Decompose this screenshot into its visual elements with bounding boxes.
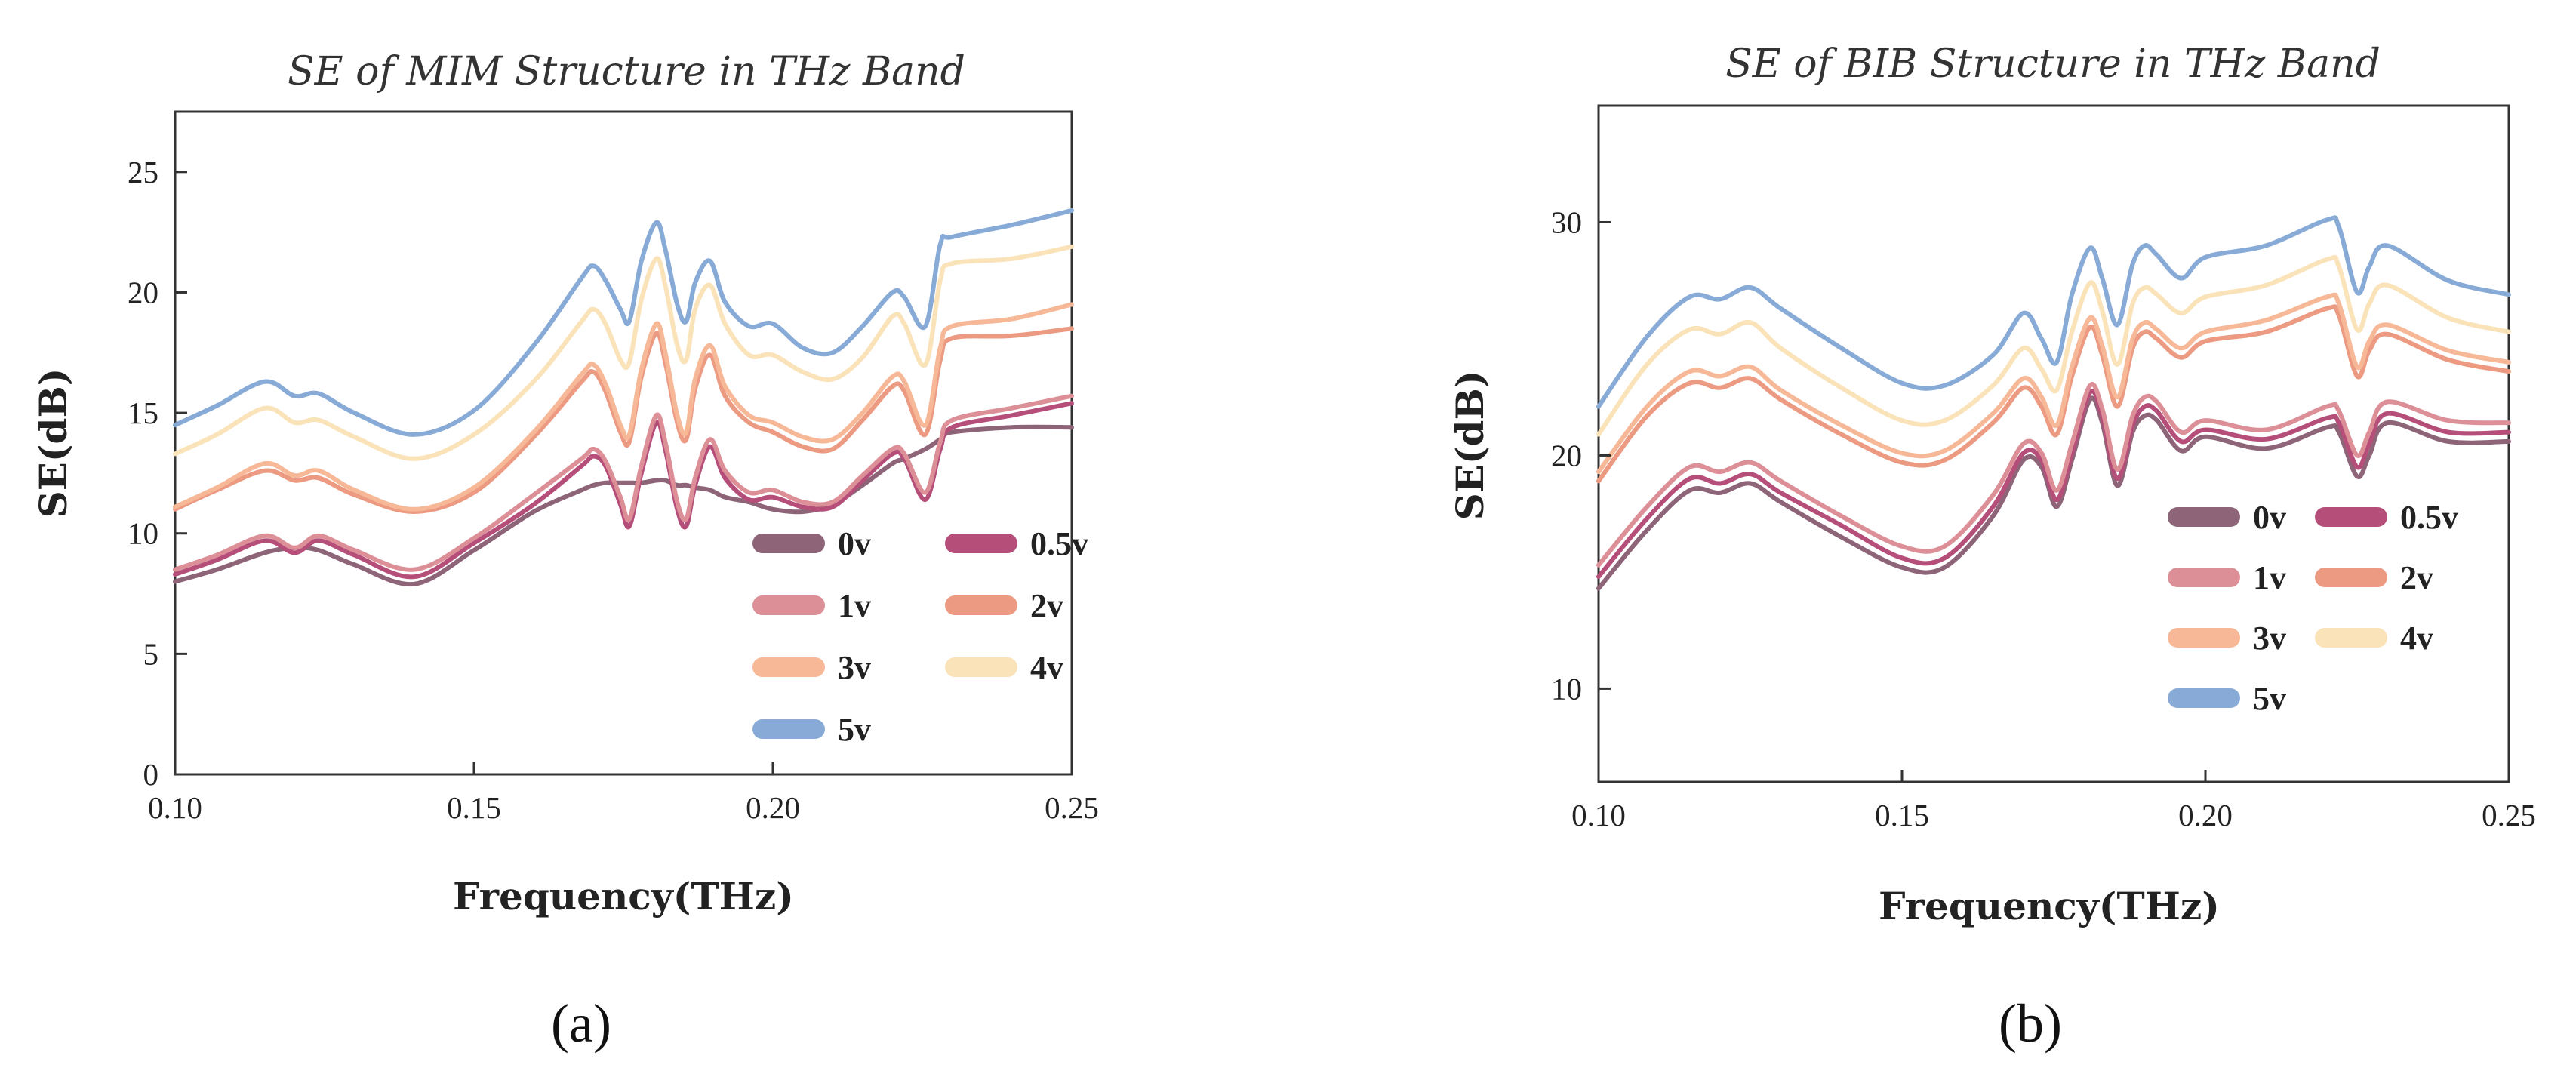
chart-a-series-line-3v	[173, 302, 1074, 512]
chart-a-y-axis-label: SE(dB)	[31, 368, 75, 518]
chart-b-legend-label-0v: 0v	[2253, 499, 2286, 536]
chart-a-legend-label-0v: 0v	[838, 525, 871, 562]
chart-b-x-ticks: 0.10 0.15 0.20 0.25	[1571, 770, 2536, 832]
chart-a-x-tick-label: 0.20	[746, 790, 800, 825]
chart-b-legend-label-2v: 2v	[2400, 559, 2433, 596]
chart-a-series-line-0v	[173, 424, 1074, 587]
chart-b-x-tick-label: 0.25	[2482, 798, 2536, 832]
chart-b-x-tick-label: 0.15	[1875, 798, 1929, 832]
chart-b-series-line-2v	[1596, 304, 2511, 484]
chart-b-series-line-5v	[1596, 215, 2511, 409]
chart-b-x-tick-label: 0.10	[1571, 798, 1626, 832]
chart-a-legend-label-2v: 2v	[1030, 587, 1063, 624]
chart-b-series-line-4v	[1596, 255, 2511, 437]
chart-b-x-tick-label: 0.20	[2178, 798, 2233, 832]
chart-a-legend-label-0.5v: 0.5v	[1030, 525, 1088, 562]
chart-a-title: SE of MIM Structure in THz Band	[288, 49, 965, 94]
chart-a-x-tick-label: 0.10	[148, 790, 202, 825]
chart-a-y-tick-label: 5	[143, 636, 159, 671]
chart-b-series-line-0.5v	[1596, 389, 2511, 580]
chart-b-title: SE of BIB Structure in THz Band	[1725, 42, 2381, 87]
chart-b-legend-label-0.5v: 0.5v	[2400, 499, 2458, 536]
chart-b-y-tick-label: 20	[1551, 438, 1582, 472]
chart-a-y-tick-label: 25	[128, 155, 158, 189]
chart-a-legend: 0v 0.5v 1v 2v 3v 4v 5v	[752, 525, 1088, 748]
chart-b-plot-frame	[1597, 104, 2510, 783]
chart-b-legend-label-5v: 5v	[2253, 680, 2286, 717]
chart-a-y-tick-label: 0	[143, 757, 159, 792]
chart-b-series-group	[1596, 215, 2511, 591]
chart-a-y-ticks: 0 5 10 15 20 25	[128, 155, 187, 792]
chart-a-series-line-1v	[173, 393, 1074, 572]
chart-a-plot-frame	[174, 110, 1073, 776]
chart-b-legend: 0v 0.5v 1v 2v 3v 4v 5v	[2168, 499, 2458, 717]
chart-b-legend-label-3v: 3v	[2253, 620, 2286, 657]
chart-a-legend-label-5v: 5v	[838, 711, 871, 748]
chart-b-series-line-0v	[1596, 395, 2511, 591]
chart-b-y-ticks: 10 20 30	[1551, 205, 1611, 706]
chart-a-panel-label: (a)	[551, 993, 611, 1054]
chart-a-x-tick-label: 0.15	[447, 790, 501, 825]
chart-a-y-tick-label: 20	[128, 275, 158, 309]
chart-b-legend-label-4v: 4v	[2400, 620, 2433, 657]
chart-b-y-tick-label: 30	[1551, 205, 1582, 239]
chart-b-panel-label: (b)	[1999, 993, 2062, 1054]
chart-a: SE of MIM Structure in THz Band 0 5 10 15 20…	[31, 49, 1099, 1054]
chart-a-series-line-5v	[173, 208, 1074, 437]
chart-b: SE of BIB Structure in THz Band 10 20 30 0…	[1448, 42, 2536, 1054]
chart-a-y-tick-label: 15	[128, 395, 158, 430]
chart-a-x-axis-label: Frequency(THz)	[453, 874, 794, 919]
chart-a-x-ticks: 0.10 0.15 0.20 0.25	[148, 762, 1099, 825]
chart-b-y-tick-label: 10	[1551, 671, 1582, 706]
chart-b-series-line-3v	[1596, 292, 2511, 475]
chart-b-y-axis-label: SE(dB)	[1448, 371, 1492, 521]
chart-a-series-line-4v	[173, 244, 1074, 461]
chart-b-series-line-1v	[1596, 382, 2511, 568]
chart-b-legend-label-1v: 1v	[2253, 559, 2286, 596]
chart-a-x-tick-label: 0.25	[1045, 790, 1099, 825]
chart-a-series-group	[173, 208, 1074, 587]
chart-b-x-axis-label: Frequency(THz)	[1879, 884, 2220, 928]
chart-a-legend-label-4v: 4v	[1030, 649, 1063, 686]
chart-a-legend-label-3v: 3v	[838, 649, 871, 686]
chart-a-y-tick-label: 10	[128, 516, 158, 551]
chart-a-legend-label-1v: 1v	[838, 587, 871, 624]
